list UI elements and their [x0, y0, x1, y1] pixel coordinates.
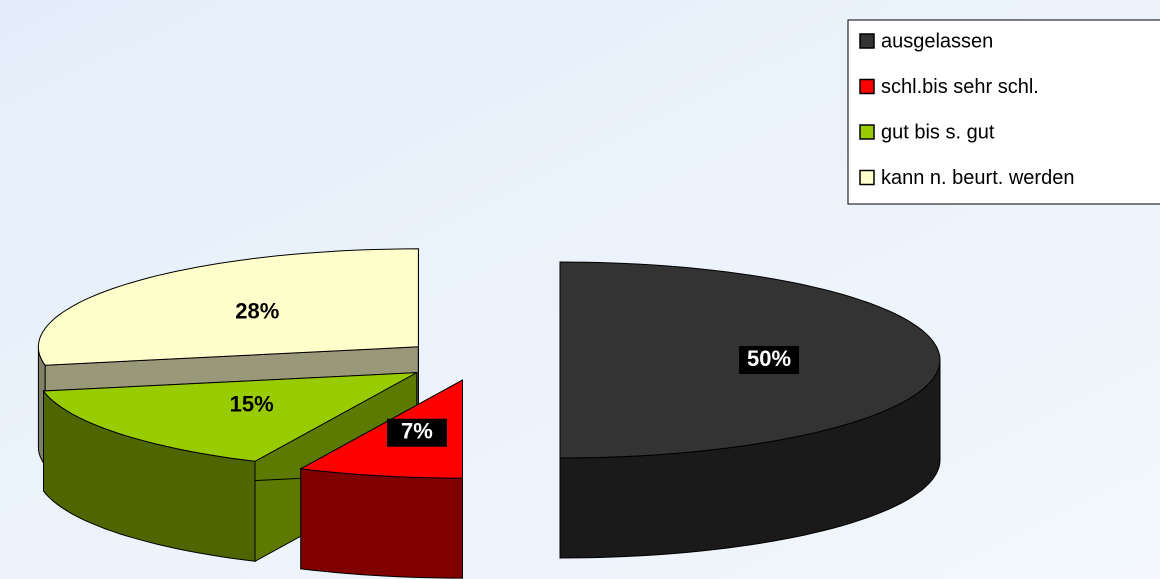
legend-label: ausgelassen [881, 30, 993, 52]
legend-box [847, 19, 1160, 205]
legend: ausgelassen schl.bis sehr schl. gut bis s.… [847, 19, 1160, 205]
legend-label: schl.bis sehr schl. [881, 76, 1039, 98]
data-label: 15% [230, 391, 274, 416]
legend-marker [859, 78, 875, 95]
pie: 50% 7% 15% 28% [37, 248, 941, 579]
legend-marker [859, 124, 875, 140]
slice-side [300, 468, 463, 579]
data-label-bg [739, 346, 799, 374]
data-label: 50% [747, 346, 791, 371]
legend-label: kann n. beurt. werden [881, 167, 1074, 189]
legend-marker [859, 33, 875, 49]
legend-label: gut bis s. gut [881, 121, 995, 143]
data-label: 28% [235, 298, 279, 323]
data-label-bg [386, 418, 447, 447]
slice [42, 372, 418, 462]
slice [37, 248, 419, 366]
slice [299, 379, 463, 479]
data-label: 7% [401, 419, 433, 444]
legend-marker [859, 169, 875, 186]
